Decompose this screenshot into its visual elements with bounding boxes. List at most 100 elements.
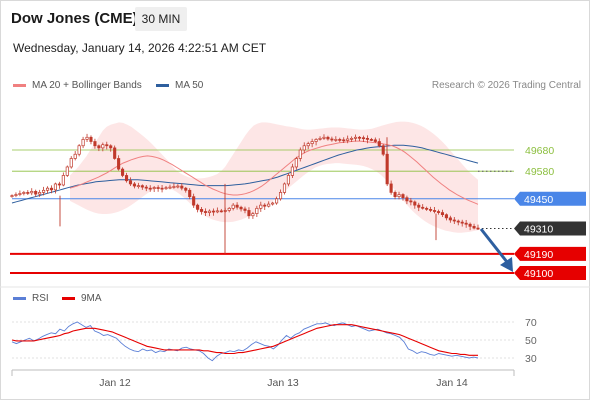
rsi-line bbox=[11, 321, 479, 362]
legend-ma20: MA 20 + Bollinger Bands bbox=[13, 80, 142, 91]
candle-body bbox=[85, 136, 89, 140]
candle-body bbox=[290, 166, 294, 176]
candle-body bbox=[429, 209, 433, 211]
candle-body bbox=[109, 145, 113, 149]
rsi-ma-line bbox=[11, 324, 478, 356]
candle-body bbox=[286, 175, 290, 185]
candle-body bbox=[405, 197, 409, 202]
candle-body bbox=[152, 187, 156, 189]
candle-body bbox=[30, 191, 34, 194]
candle-body bbox=[113, 147, 117, 159]
price-label-tag bbox=[514, 221, 586, 236]
candle-body bbox=[156, 187, 160, 189]
rsi-tick-label: 70 bbox=[525, 317, 537, 329]
price-label-text: 49100 bbox=[524, 268, 553, 280]
candle-body bbox=[172, 186, 176, 188]
x-tick-label: Jan 12 bbox=[99, 377, 131, 389]
candle-body bbox=[361, 137, 366, 140]
candle-body bbox=[271, 202, 275, 205]
candle-body bbox=[101, 144, 105, 149]
candle-body bbox=[460, 221, 464, 224]
candle-body bbox=[389, 183, 393, 193]
candle-body bbox=[440, 212, 445, 216]
candle-body bbox=[278, 192, 283, 200]
resistance-label: 49580 bbox=[525, 166, 554, 178]
candle-body bbox=[22, 192, 26, 194]
candle-body bbox=[188, 189, 192, 198]
forecast-arrow-head bbox=[500, 257, 513, 272]
candles-group bbox=[10, 133, 480, 231]
rsi-tick-label: 50 bbox=[525, 335, 537, 347]
candle-body bbox=[476, 227, 480, 230]
candle-body bbox=[381, 145, 385, 155]
candle-body bbox=[10, 195, 14, 197]
candle-body bbox=[409, 200, 413, 203]
candle-body bbox=[200, 209, 204, 212]
timeframe-button[interactable]: 30 MIN bbox=[135, 7, 187, 31]
candle-body bbox=[413, 201, 417, 206]
candle-body bbox=[203, 211, 208, 213]
candle-body bbox=[160, 187, 164, 190]
candle-body bbox=[239, 206, 243, 210]
candle-body bbox=[357, 136, 362, 139]
candle-body bbox=[34, 191, 38, 195]
candle-body bbox=[373, 139, 377, 142]
candle-body bbox=[326, 136, 330, 140]
candle-body bbox=[369, 139, 373, 141]
rsi-ma-label: 9MA bbox=[81, 293, 102, 304]
candle-body bbox=[231, 204, 235, 209]
ma50-line bbox=[11, 144, 479, 204]
price-label-text: 49310 bbox=[524, 223, 553, 235]
candle-body bbox=[49, 187, 54, 191]
price-label-text: 49190 bbox=[524, 249, 553, 261]
candle-body bbox=[468, 223, 472, 227]
candle-body bbox=[377, 141, 381, 147]
candle-body bbox=[140, 185, 144, 188]
candle-body bbox=[219, 210, 223, 213]
ma50-swatch bbox=[156, 83, 169, 87]
candle-body bbox=[330, 138, 334, 141]
timestamp: Wednesday, January 14, 2026 4:22:51 AM C… bbox=[13, 41, 267, 55]
candle-body bbox=[117, 158, 121, 170]
candle-body bbox=[132, 183, 136, 187]
candle-body bbox=[81, 139, 85, 147]
candle-body bbox=[393, 192, 397, 198]
candle-body bbox=[121, 168, 125, 176]
candle-body bbox=[436, 211, 441, 213]
candle-body bbox=[14, 194, 18, 196]
ma20-swatch bbox=[13, 83, 26, 87]
candle-body bbox=[298, 149, 302, 159]
candle-body bbox=[136, 185, 140, 187]
rsi-swatch bbox=[13, 296, 26, 300]
candle-body bbox=[302, 145, 306, 151]
candle-body bbox=[267, 203, 271, 207]
candle-body bbox=[318, 137, 322, 140]
candle-body bbox=[350, 137, 354, 140]
candle-body bbox=[251, 213, 255, 217]
candle-body bbox=[69, 158, 73, 168]
candle-body bbox=[207, 210, 212, 213]
candle-body bbox=[294, 158, 298, 168]
candle-body bbox=[144, 186, 148, 189]
resistance-label: 49680 bbox=[525, 145, 554, 157]
legend-rsi: RSI bbox=[13, 293, 49, 304]
candle-body bbox=[93, 141, 97, 147]
candle-body bbox=[164, 187, 168, 190]
candle-body bbox=[425, 207, 429, 210]
rsi-label: RSI bbox=[32, 293, 49, 304]
candle-body bbox=[243, 208, 247, 211]
legend-ma50: MA 50 bbox=[156, 80, 203, 91]
candle-body bbox=[73, 153, 77, 159]
candle-body bbox=[314, 139, 318, 142]
x-tick-label: Jan 14 bbox=[436, 377, 468, 389]
candle-body bbox=[354, 136, 358, 139]
candle-body bbox=[444, 214, 448, 219]
candle-body bbox=[77, 145, 81, 155]
candle-body bbox=[452, 219, 456, 222]
price-label-text: 49450 bbox=[524, 194, 553, 206]
candle-body bbox=[346, 138, 350, 141]
candle-body bbox=[65, 166, 69, 176]
candle-body bbox=[334, 139, 338, 141]
candle-body bbox=[259, 204, 263, 209]
